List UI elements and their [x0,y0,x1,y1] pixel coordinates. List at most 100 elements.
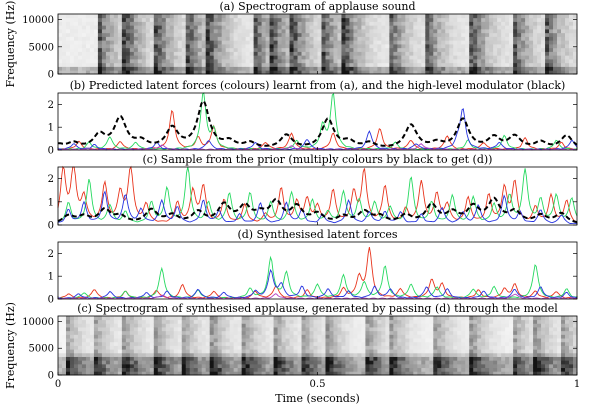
spectrogram-cell [273,352,278,357]
spectrogram-cell [541,330,546,335]
spectrogram-cell [393,371,398,376]
spectrogram-cell [505,338,510,343]
spectrogram-cell [153,40,159,45]
spectrogram-cell [277,66,282,71]
spectrogram-cell [569,371,574,376]
spectrogram-cell [541,14,546,19]
spectrogram-cell [293,70,298,75]
spectrogram-cell [65,40,71,45]
spectrogram-cell [573,25,578,30]
spectrogram-cell [205,338,211,343]
spectrogram-cell [305,360,310,365]
spectrogram-cell [225,36,231,41]
spectrogram-cell [189,21,195,26]
spectrogram-cell [549,319,554,324]
spectrogram-cell [229,47,235,52]
spectrogram-cell [289,25,294,30]
spectrogram-cell [573,55,578,60]
spectrogram-cell [325,51,330,56]
spectrogram-cell [329,47,334,52]
spectrogram-cell [489,70,494,75]
spectrogram-cell [457,47,462,52]
spectrogram-cell [449,367,454,372]
spectrogram-cell [73,371,79,376]
spectrogram-cell [409,367,414,372]
spectrogram-cell [181,36,187,41]
spectrogram-cell [557,319,562,324]
spectrogram-cell [381,330,386,335]
spectrogram-cell [477,363,482,369]
spectrogram-cell [101,352,107,357]
spectrogram-cell [217,316,223,321]
spectrogram-cell [209,62,215,67]
spectrogram-cell [325,316,330,321]
spectrogram-cell [193,345,199,350]
spectrogram-cell [481,371,486,376]
spectrogram-cell [113,66,119,71]
spectrogram-cell [261,51,266,56]
spectrogram-cell [549,32,554,37]
spectrogram-cell [149,323,155,328]
spectrogram-cell [501,14,506,19]
spectrogram-cell [389,330,394,335]
spectrogram-cell [77,70,83,75]
spectrogram-cell [58,371,63,376]
spectrogram-cell [521,334,526,339]
spectrogram-cell [157,17,163,22]
spectrogram-cell [253,371,259,376]
spectrogram-cell [97,21,103,26]
spectrogram-cell [69,345,75,350]
spectrogram-cell [125,21,131,26]
spectrogram-cell [437,59,442,64]
spectrogram-cell [493,352,498,357]
spectrogram-cell [349,349,354,354]
spectrogram-cell [121,323,127,328]
spectrogram-cell [545,319,550,324]
spectrogram-cell [345,51,350,56]
spectrogram-cell [293,14,298,19]
spectrogram-cell [461,55,466,60]
spectrogram-cell [533,356,538,361]
spectrogram-cell [213,62,219,67]
spectrogram-cell [193,17,199,22]
spectrogram-cell [421,330,426,335]
spectrogram-cell [433,29,438,34]
spectrogram-cell [313,25,318,30]
spectrogram-cell [473,40,478,45]
spectrogram-cell [417,338,422,343]
spectrogram-cell [205,55,211,60]
spectrogram-cell [237,345,243,350]
spectrogram-cell [401,334,406,339]
spectrogram-cell [489,25,494,30]
spectrogram-cell [225,40,231,45]
spectrogram-cell [405,55,410,60]
spectrogram-cell [469,21,474,26]
spectrogram-cell [169,21,175,26]
spectrogram-cell [441,352,446,357]
panel-4-ytick-label: 1 [48,272,54,283]
spectrogram-cell [437,55,442,60]
spectrogram-cell [533,345,538,350]
spectrogram-cell [69,25,75,30]
spectrogram-cell [429,44,434,49]
spectrogram-cell [341,334,346,339]
spectrogram-cell [97,349,103,354]
spectrogram-cell [561,319,566,324]
spectrogram-cell [569,59,574,64]
spectrogram-cell [509,59,514,64]
spectrogram-cell [117,367,123,372]
spectrogram-cell [465,319,470,324]
spectrogram-cell [185,70,191,75]
spectrogram-cell [213,352,219,357]
spectrogram-cell [525,44,530,49]
spectrogram-cell [249,62,255,67]
spectrogram-cell [253,356,259,361]
spectrogram-cell [461,349,466,354]
spectrogram-cell [117,32,123,37]
spectrogram-cell [293,32,298,37]
spectrogram-cell [345,66,350,71]
spectrogram-cell [229,55,235,60]
spectrogram-cell [433,371,438,376]
spectrogram-cell [369,360,374,365]
spectrogram-cell [521,55,526,60]
